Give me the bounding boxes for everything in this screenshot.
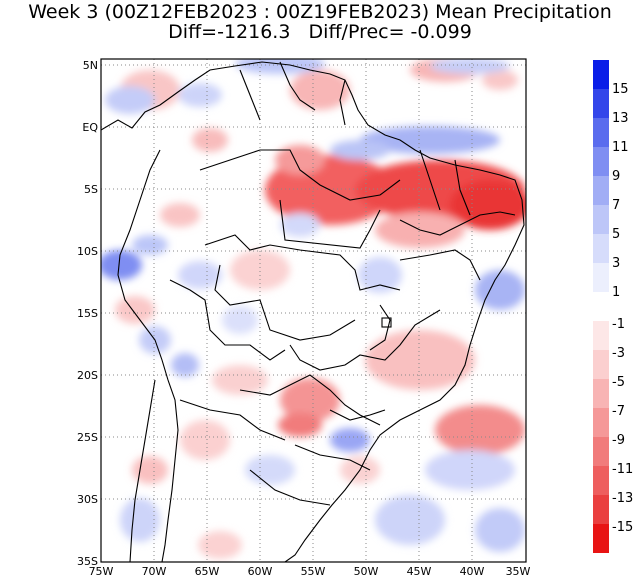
colorbar-label: 7 — [612, 198, 620, 213]
x-tick-label: 50W — [354, 565, 379, 576]
x-tick-label: 75W — [89, 565, 114, 576]
anomaly-field — [101, 59, 526, 562]
colorbar-negative — [593, 321, 609, 553]
colorbar-label: 1 — [612, 285, 620, 300]
colorbar-label: 13 — [612, 111, 629, 126]
colorbar-label: -1 — [612, 317, 625, 332]
colorbar-swatch — [593, 176, 609, 205]
colorbar-label: 5 — [612, 227, 620, 242]
colorbar-swatch — [593, 379, 609, 408]
colorbar-swatch — [593, 60, 609, 89]
y-tick-label: EQ — [82, 121, 98, 134]
plot-frame — [100, 58, 527, 563]
y-tick-label: 30S — [77, 493, 98, 506]
colorbar-swatch — [593, 408, 609, 437]
colorbar-label: 11 — [612, 140, 629, 155]
x-tick-label: 60W — [248, 565, 273, 576]
map-subtitle: Diff=-1216.3 Diff/Prec= -0.099 — [168, 21, 472, 43]
x-axis-labels: 75W 70W 65W 60W 55W 50W 45W 40W 35W — [89, 565, 531, 576]
colorbar-swatch — [593, 118, 609, 147]
colorbar-swatch — [593, 89, 609, 118]
x-tick-label: 65W — [195, 565, 220, 576]
x-tick-label: 45W — [407, 565, 432, 576]
colorbar-swatch — [593, 234, 609, 263]
colorbar-swatch — [593, 147, 609, 176]
y-tick-label: 25S — [77, 431, 98, 444]
colorbar-swatch — [593, 321, 609, 350]
y-tick-label: 20S — [77, 369, 98, 382]
colorbar-label: -11 — [612, 462, 633, 477]
x-tick-label: 70W — [142, 565, 167, 576]
colorbar-label: -15 — [612, 520, 633, 535]
colorbar-label: -7 — [612, 404, 625, 419]
map-title: Week 3 (00Z12FEB2023 : 00Z19FEB2023) Mea… — [28, 1, 612, 23]
x-tick-label: 55W — [301, 565, 326, 576]
colorbar-swatch — [593, 205, 609, 234]
x-tick-label: 40W — [460, 565, 485, 576]
colorbar-positive — [593, 60, 609, 292]
y-tick-label: 5S — [84, 183, 98, 196]
coastline-borders — [101, 61, 525, 562]
colorbar: 15 13 11 9 7 5 3 1 -1 -3 -5 -7 -9 -11 -1… — [593, 60, 633, 553]
colorbar-label: -9 — [612, 433, 625, 448]
colorbar-label: -13 — [612, 491, 633, 506]
y-axis-labels: 5N EQ 5S 10S 15S 20S 25S 30S 35S — [77, 59, 98, 568]
colorbar-swatch — [593, 466, 609, 495]
colorbar-label: 9 — [612, 169, 620, 184]
graticule — [101, 59, 526, 562]
x-tick-label: 35W — [506, 565, 531, 576]
colorbar-label: 3 — [612, 256, 620, 271]
colorbar-swatch — [593, 437, 609, 466]
y-tick-label: 15S — [77, 307, 98, 320]
colorbar-swatch — [593, 263, 609, 292]
colorbar-label: -5 — [612, 375, 625, 390]
y-tick-label: 5N — [83, 59, 98, 72]
y-tick-label: 35S — [77, 555, 98, 568]
colorbar-label: -3 — [612, 346, 625, 361]
y-tick-label: 10S — [77, 245, 98, 258]
colorbar-swatch — [593, 350, 609, 379]
colorbar-label: 15 — [612, 82, 629, 97]
colorbar-swatch — [593, 524, 609, 553]
colorbar-swatch — [593, 495, 609, 524]
